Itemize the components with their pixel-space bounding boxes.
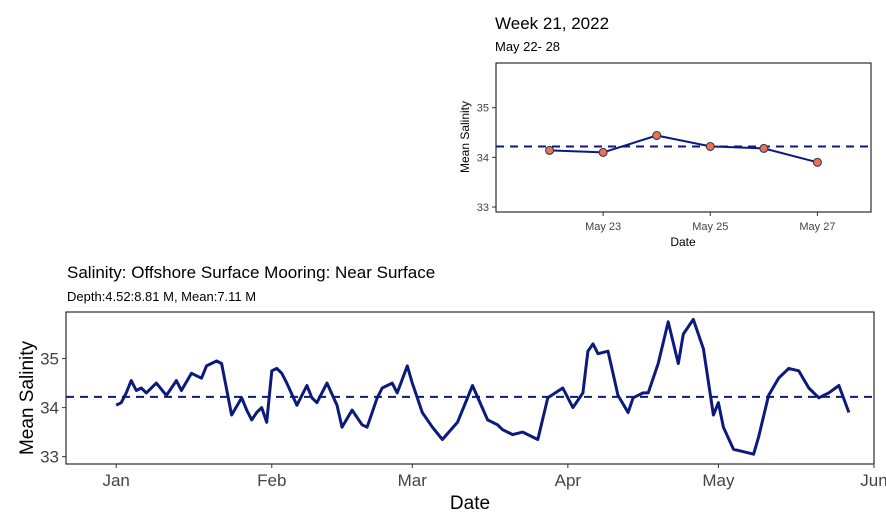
week-x-axis: May 23 May 25 May 27 <box>585 212 835 233</box>
week-chart-title: Week 21, 2022 <box>495 14 609 33</box>
y-tick-label: 34 <box>477 152 489 164</box>
main-y-axis-label: Mean Salinity <box>17 340 38 455</box>
x-tick-label: Apr <box>555 471 582 490</box>
x-tick-label: May 27 <box>799 221 835 233</box>
data-point <box>598 147 608 157</box>
main-chart-panel <box>65 311 875 465</box>
data-point <box>705 141 715 151</box>
y-tick-label: 35 <box>477 103 489 115</box>
main-chart-title: Salinity: Offshore Surface Mooring: Near… <box>67 263 435 282</box>
y-tick-label: 34 <box>40 399 59 418</box>
x-tick-label: Mar <box>398 471 428 490</box>
week-chart-subtitle: May 22- 28 <box>495 39 560 54</box>
y-tick-label: 35 <box>40 350 59 369</box>
x-tick-label: Jun <box>860 471 886 490</box>
main-y-axis: 33 34 35 <box>40 350 66 467</box>
x-tick-label: Feb <box>257 471 286 490</box>
main-chart-subtitle: Depth:4.52:8.81 M, Mean:7.11 M <box>67 289 256 304</box>
data-point <box>812 157 822 167</box>
main-x-axis-label: Date <box>450 493 490 514</box>
week-series-line <box>549 134 818 164</box>
week-x-axis-label: Date <box>670 235 696 249</box>
week-y-axis: 33 34 35 <box>477 103 496 214</box>
data-point <box>545 145 555 155</box>
x-tick-label: May 25 <box>692 221 728 233</box>
week-chart-panel <box>495 62 872 213</box>
main-x-axis: Jan Feb Mar Apr May Jun <box>102 464 886 490</box>
x-tick-label: May <box>702 471 735 490</box>
main-chart: Salinity: Offshore Surface Mooring: Near… <box>17 263 886 514</box>
week-y-axis-label: Mean Salinity <box>458 101 472 173</box>
y-tick-label: 33 <box>40 448 59 467</box>
x-tick-label: May 23 <box>585 221 621 233</box>
data-point <box>759 143 769 153</box>
y-tick-label: 33 <box>477 202 489 214</box>
week-data-points <box>545 131 822 167</box>
x-tick-label: Jan <box>102 471 129 490</box>
main-series-line <box>115 317 851 456</box>
data-point <box>652 131 662 141</box>
